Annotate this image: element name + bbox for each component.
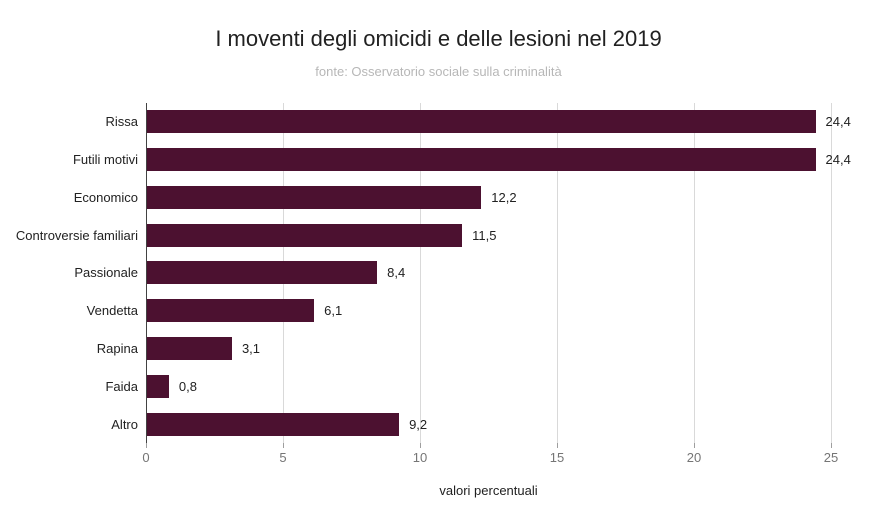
bar-track: 3,1	[147, 330, 260, 368]
category-label: Rapina	[96, 341, 138, 357]
category-label: Rissa	[105, 114, 138, 130]
category-label: Passionale	[74, 265, 138, 281]
value-label: 3,1	[241, 341, 261, 357]
bar-track: 0,8	[147, 367, 197, 405]
category-label: Faida	[105, 378, 138, 394]
x-tick-label: 20	[686, 450, 702, 465]
value-label: 24,4	[825, 152, 851, 168]
value-label: 0,8	[178, 378, 197, 394]
x-axis-tick	[146, 443, 147, 448]
bar	[147, 299, 315, 323]
x-tick-label: 25	[823, 450, 839, 465]
bar-row: Controversie familiari 11,5	[0, 216, 877, 254]
gridline	[831, 103, 832, 443]
chart-subtitle: fonte: Osservatorio sociale sulla crimin…	[315, 64, 562, 79]
bar	[147, 261, 378, 285]
category-label: Altro	[111, 416, 138, 432]
bar	[147, 337, 232, 361]
bar-row: Rapina 3,1	[0, 330, 877, 368]
chart-title: I moventi degli omicidi e delle lesioni …	[215, 26, 662, 51]
x-tick-label: 10	[412, 450, 428, 465]
bar	[147, 374, 169, 398]
bar-track: 12,2	[147, 179, 517, 217]
bar-track: 6,1	[147, 292, 342, 330]
value-label: 8,4	[387, 265, 406, 281]
bar	[147, 412, 400, 436]
category-label: Futili motivi	[72, 152, 138, 168]
bar-row: Passionale 8,4	[0, 254, 877, 292]
x-tick-label: 0	[142, 450, 150, 465]
value-label: 12,2	[491, 189, 517, 205]
bar	[147, 223, 463, 247]
category-label: Economico	[73, 189, 138, 205]
bar-row: Vendetta 6,1	[0, 292, 877, 330]
bar	[147, 185, 482, 209]
bar	[147, 148, 816, 172]
bar-row: Faida 0,8	[0, 367, 877, 405]
bar-track: 24,4	[147, 103, 851, 141]
bar	[147, 110, 816, 134]
gridline	[557, 103, 558, 443]
x-axis-tick	[694, 443, 695, 448]
bar-track: 11,5	[147, 216, 496, 254]
value-label: 11,5	[472, 227, 497, 243]
x-tick-label: 5	[279, 450, 287, 465]
bar-track: 9,2	[147, 405, 427, 443]
x-axis-tick	[831, 443, 832, 448]
x-axis-tick	[283, 443, 284, 448]
bar-row: Futili motivi 24,4	[0, 141, 877, 179]
bar-track: 24,4	[147, 141, 851, 179]
bar-track: 8,4	[147, 254, 405, 292]
value-label: 9,2	[409, 416, 428, 432]
bar-row: Economico 12,2	[0, 179, 877, 217]
gridline	[694, 103, 695, 443]
category-label: Controversie familiari	[15, 227, 138, 243]
category-label: Vendetta	[86, 303, 138, 319]
x-axis-tick	[557, 443, 558, 448]
gridline	[420, 103, 421, 443]
x-axis-title: valori percentuali	[439, 483, 538, 498]
x-tick-label: 15	[549, 450, 565, 465]
x-axis-tick	[420, 443, 421, 448]
bar-row: Altro 9,2	[0, 405, 877, 443]
value-label: 24,4	[825, 114, 851, 130]
value-label: 6,1	[324, 303, 343, 319]
bar-row: Rissa 24,4	[0, 103, 877, 141]
